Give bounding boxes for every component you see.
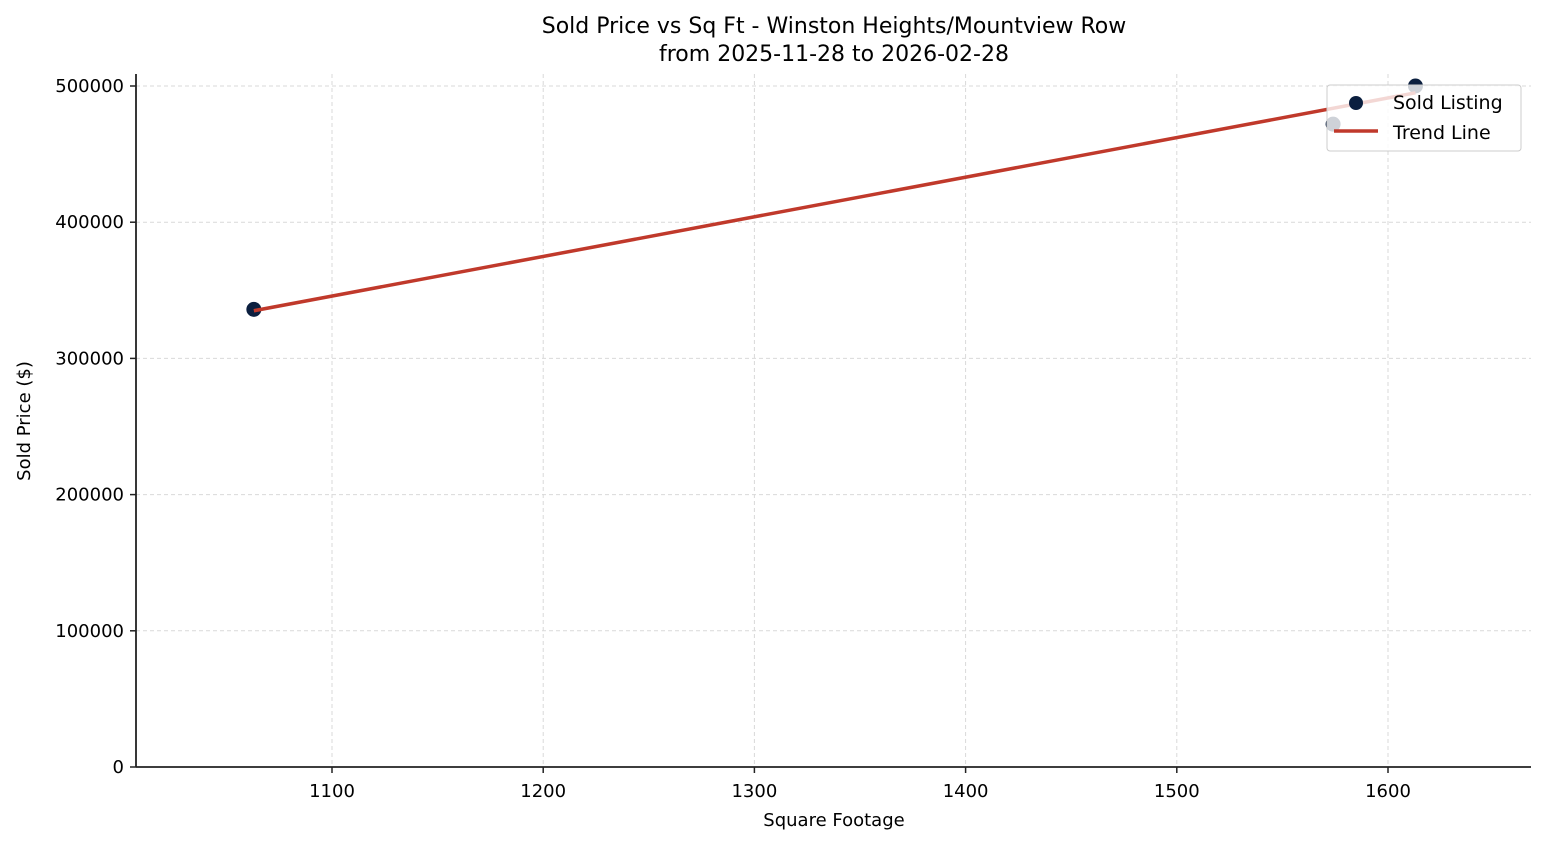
y-tick-label: 500000 [55, 76, 124, 97]
legend-sold-listing: Sold Listing [1393, 92, 1503, 114]
x-tick-label: 1200 [520, 781, 566, 802]
chart-subtitle: from 2025-11-28 to 2026-02-28 [659, 42, 1009, 67]
legend-trend-line: Trend Line [1392, 122, 1491, 144]
y-axis-label: Sold Price ($) [14, 361, 35, 481]
x-tick-label: 1600 [1365, 781, 1411, 802]
x-axis-ticks: 1100 1200 1300 1400 1500 1600 [309, 767, 1411, 802]
x-tick-label: 1500 [1154, 781, 1200, 802]
y-tick-label: 400000 [55, 212, 124, 233]
y-tick-label: 200000 [55, 485, 124, 506]
axes [135, 74, 1531, 768]
grid-lines [136, 74, 1531, 767]
y-tick-label: 0 [113, 757, 124, 778]
legend: Sold Listing Trend Line [1326, 84, 1522, 152]
y-tick-label: 100000 [55, 621, 124, 642]
x-tick-label: 1400 [943, 781, 989, 802]
x-tick-label: 1300 [731, 781, 777, 802]
x-tick-label: 1100 [309, 781, 355, 802]
x-axis-label: Square Footage [763, 810, 904, 831]
trend-line [253, 91, 1416, 313]
chart-title: Sold Price vs Sq Ft - Winston Heights/Mo… [542, 14, 1127, 39]
y-axis-ticks: 0 100000 200000 300000 400000 500000 [55, 76, 136, 778]
y-tick-label: 300000 [55, 348, 124, 369]
plot-area [246, 78, 1423, 317]
sold-listing-marker-icon [1349, 96, 1363, 110]
